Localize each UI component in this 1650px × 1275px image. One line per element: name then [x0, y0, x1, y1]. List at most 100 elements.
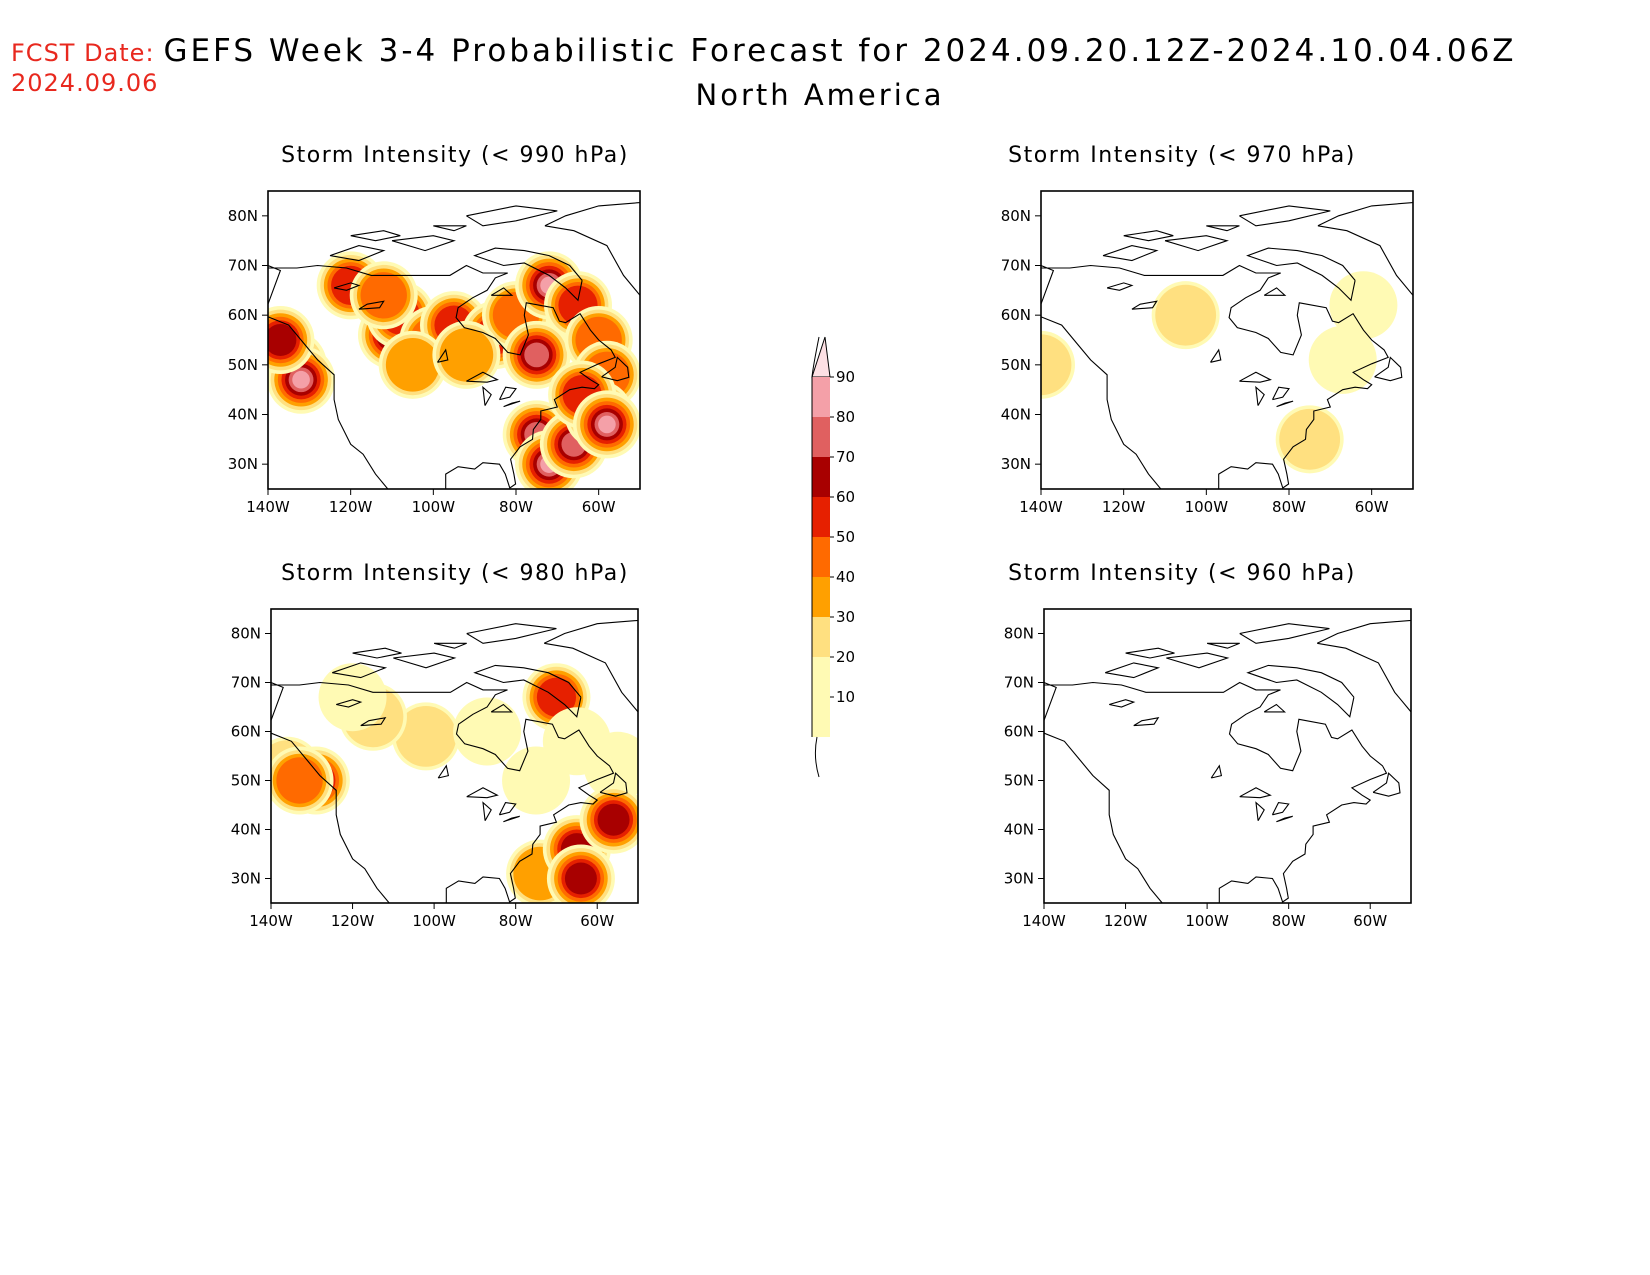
coastline: [360, 717, 387, 727]
coastline: [1372, 772, 1401, 797]
coastline: [473, 664, 582, 718]
colorbar-segment: [812, 617, 830, 657]
probability-blob: [268, 324, 297, 356]
colorbar-tick-label: 60: [836, 488, 855, 506]
colorbar-tick-label: 80: [836, 408, 855, 426]
lon-tick-label: 140W: [246, 498, 290, 516]
lat-tick-label: 30N: [1004, 870, 1034, 888]
coastline: [498, 802, 517, 816]
probability-blob: [276, 757, 323, 804]
lon-tick-label: 80W: [1272, 498, 1306, 516]
probability-blob: [1329, 271, 1398, 340]
coastline: [1239, 205, 1331, 227]
colorbar-tick-label: 70: [836, 448, 855, 466]
fcst-date-value: 2024.09.06: [11, 69, 159, 97]
probability-blob: [1155, 284, 1217, 346]
map-frame: [267, 190, 641, 490]
probability-blob: [564, 862, 597, 895]
coastline: [1206, 225, 1240, 232]
fcst-date-block: FCST Date: 2024.09.06: [11, 38, 158, 98]
colorbar-tick-label: 10: [836, 688, 855, 706]
page-title: GEFS Week 3-4 Probabilistic Forecast for…: [163, 33, 1517, 69]
lat-tick-label: 30N: [1001, 455, 1031, 473]
lon-tick-label: 100W: [1185, 498, 1229, 516]
panel-title-980: Storm Intensity (< 980 hPa): [281, 561, 629, 586]
coastline: [268, 264, 389, 489]
probability-blob: [439, 328, 494, 382]
lat-tick-label: 40N: [1004, 821, 1034, 839]
coastline: [1316, 619, 1411, 713]
coastline: [1206, 642, 1240, 649]
map-panel-960: 80N 70N 60N 50N 40N 30N 140W 120W 100W 80W 60W: [1004, 608, 1412, 930]
lat-tick-label: 50N: [1001, 356, 1031, 374]
map-frame: [1040, 190, 1414, 490]
coastline: [1166, 652, 1230, 669]
coastline: [466, 623, 557, 644]
colorbar-tick-label: 30: [836, 608, 855, 626]
lat-tick-label: 70N: [231, 674, 261, 692]
colorbar-segment: [812, 657, 830, 697]
coastline: [433, 642, 467, 649]
lon-tick-label: 100W: [412, 912, 456, 930]
lon-tick-label: 140W: [1022, 912, 1066, 930]
map-frame: [270, 608, 639, 904]
lon-tick-label: 140W: [1019, 498, 1063, 516]
lon-tick-label: 80W: [1272, 912, 1306, 930]
coastline: [1125, 647, 1175, 659]
coastline: [544, 202, 640, 296]
coastline: [271, 681, 615, 903]
lat-tick-label: 80N: [1001, 207, 1031, 225]
probability-blob: [292, 370, 310, 389]
lat-tick-label: 70N: [1001, 257, 1031, 275]
colorbar-tick-label: 40: [836, 568, 855, 586]
colorbar-segment: [812, 537, 830, 577]
coastline: [543, 619, 638, 713]
colorbar-segment: [812, 377, 830, 417]
coastline: [433, 225, 467, 232]
lat-tick-label: 80N: [231, 625, 261, 643]
coastline: [1123, 230, 1174, 242]
lat-tick-label: 60N: [1004, 723, 1034, 741]
coastline: [437, 348, 449, 363]
coastline: [1106, 282, 1134, 291]
coastline: [1271, 802, 1290, 816]
probability-blob: [395, 706, 457, 767]
lat-tick-label: 40N: [231, 821, 261, 839]
lat-tick-label: 80N: [228, 207, 258, 225]
coastline: [1246, 247, 1356, 302]
lat-tick-label: 60N: [1001, 306, 1031, 324]
coastline: [393, 652, 457, 669]
lon-tick-label: 120W: [329, 498, 373, 516]
probability-blob: [502, 746, 571, 815]
coastline: [499, 386, 517, 401]
coastline: [482, 801, 492, 821]
lat-tick-label: 70N: [1004, 674, 1034, 692]
lon-tick-label: 120W: [1102, 498, 1146, 516]
coastline: [1255, 801, 1265, 821]
lat-tick-label: 70N: [228, 257, 258, 275]
coastline: [268, 264, 616, 489]
coastline: [1109, 699, 1136, 708]
coastline: [333, 282, 361, 291]
coastline: [1239, 371, 1272, 383]
probability-blob: [453, 697, 522, 766]
coastline: [1239, 623, 1330, 644]
lat-tick-label: 50N: [231, 772, 261, 790]
coastline: [1131, 300, 1158, 310]
coastline: [271, 681, 390, 903]
coastline: [1105, 662, 1161, 679]
panel-title-990: Storm Intensity (< 990 hPa): [281, 143, 629, 168]
coastline: [1102, 245, 1159, 262]
coastline: [332, 662, 388, 679]
lon-tick-label: 60W: [1353, 912, 1387, 930]
probability-colorbar: 10 20 30 40 50 60 70 80 90: [811, 336, 855, 778]
coastline: [352, 647, 402, 659]
coastline: [482, 385, 492, 406]
coastline: [1374, 356, 1403, 382]
panel-title-960: Storm Intensity (< 960 hPa): [1008, 561, 1356, 586]
fcst-date-label: FCST Date:: [11, 39, 155, 67]
lat-tick-label: 40N: [228, 406, 258, 424]
colorbar-segment: [812, 577, 830, 617]
map-panel-970: 80N 70N 60N 50N 40N 30N 140W 120W 100W 80W 60W: [1001, 190, 1414, 516]
lon-tick-label: 60W: [580, 912, 614, 930]
